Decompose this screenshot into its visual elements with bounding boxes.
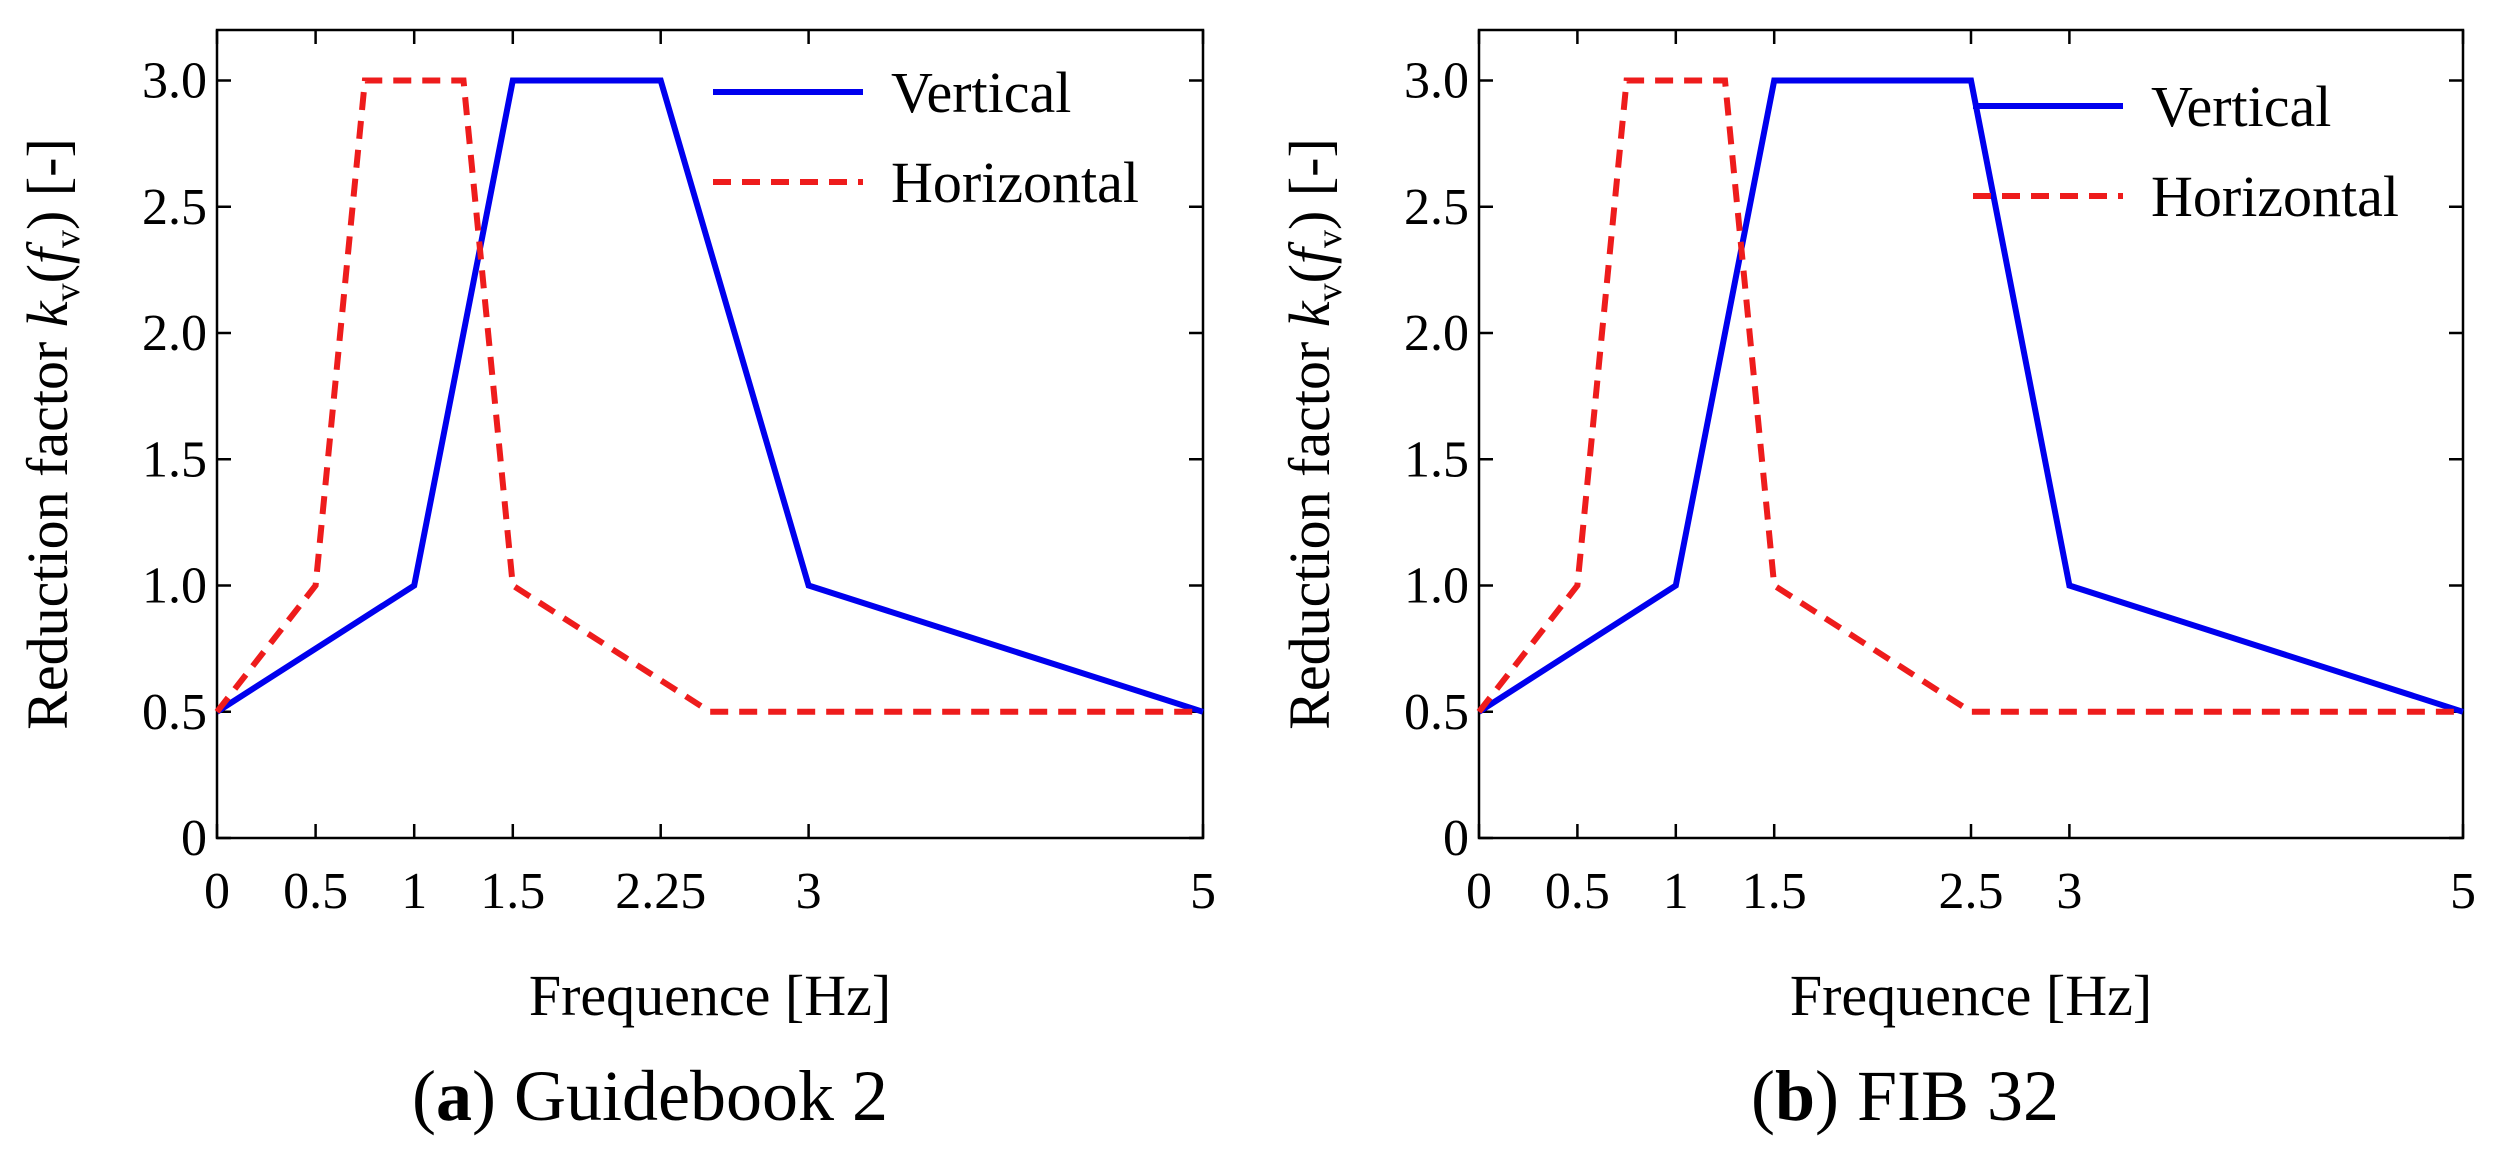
caption-paren-close: ) [472, 1056, 496, 1136]
x-tick-label: 3 [796, 863, 822, 920]
caption-paren-open: ( [412, 1056, 436, 1136]
caption-paren-open: ( [1751, 1056, 1775, 1136]
y-axis-label-ylabel-sub: v [47, 283, 87, 301]
y-axis-label-ylabel-arg-sub: v [1309, 230, 1349, 248]
y-tick-label: 3.0 [1404, 53, 1469, 110]
x-tick-label: 2.25 [615, 863, 706, 920]
caption-text: Guidebook 2 [496, 1056, 888, 1136]
caption-letter: a [436, 1056, 472, 1136]
y-tick-label: 0 [1443, 810, 1469, 867]
y-tick-label: 0 [181, 810, 207, 867]
x-tick-label: 3 [2056, 863, 2082, 920]
x-tick-label: 1.5 [1742, 863, 1807, 920]
x-tick-label: 0 [204, 863, 230, 920]
caption-letter: b [1775, 1056, 1815, 1136]
panel-caption: (a) Guidebook 2 [412, 1056, 888, 1136]
panel-caption: (b) FIB 32 [1751, 1056, 2059, 1136]
legend-label-horizontal: Horizontal [2151, 164, 2399, 229]
y-axis-label-ylabel-arg-open: ( [15, 264, 80, 283]
legend-label-vertical: Vertical [2151, 74, 2331, 139]
y-axis-label-ylabel: Reduction factor [15, 327, 80, 730]
x-axis-label: Frequence [Hz] [529, 963, 891, 1028]
series-line-vertical [215, 77, 1204, 715]
y-axis-label-k: k [1277, 300, 1342, 327]
x-tick-label: 0.5 [283, 863, 348, 920]
y-tick-label: 0.5 [142, 684, 207, 741]
y-axis-label-ylabel-arg-sub: v [47, 230, 87, 248]
series-line-horizontal [1476, 77, 2463, 715]
y-axis-label-ylabel-tail: ) [-] [15, 138, 80, 230]
y-tick-label: 1.0 [142, 558, 207, 615]
y-axis-label-ylabel-tail: ) [-] [1277, 138, 1342, 230]
caption-text: FIB 32 [1839, 1056, 2059, 1136]
y-tick-label: 0.5 [1404, 684, 1469, 741]
y-axis-label: Reduction factor kv(fv) [-] [1277, 138, 1349, 730]
legend-label-horizontal: Horizontal [891, 150, 1139, 215]
x-tick-label: 2.5 [1939, 863, 2004, 920]
x-tick-label: 5 [1190, 863, 1216, 920]
x-tick-label: 5 [2450, 863, 2476, 920]
x-tick-label: 1.5 [480, 863, 545, 920]
legend-label-vertical: Vertical [891, 60, 1071, 125]
y-tick-label: 1.5 [142, 431, 207, 488]
x-tick-label: 1 [401, 863, 427, 920]
y-tick-label: 3.0 [142, 53, 207, 110]
y-tick-label: 2.0 [142, 305, 207, 362]
x-tick-label: 0.5 [1545, 863, 1610, 920]
y-axis-label-ylabel-arg-open: ( [1277, 264, 1342, 283]
y-tick-label: 1.0 [1404, 558, 1469, 615]
x-tick-label: 1 [1663, 863, 1689, 920]
x-axis-label: Frequence [Hz] [1790, 963, 2152, 1028]
plot-area-frame [1477, 28, 2465, 840]
plot-area-frame [215, 28, 1205, 840]
y-tick-label: 2.5 [1404, 179, 1469, 236]
y-tick-label: 2.0 [1404, 305, 1469, 362]
x-tick-label: 0 [1466, 863, 1492, 920]
y-tick-label: 2.5 [142, 179, 207, 236]
series-line-horizontal [214, 77, 1203, 715]
series-line-vertical [1477, 77, 2464, 715]
y-tick-label: 1.5 [1404, 431, 1469, 488]
y-axis-label-ylabel: Reduction factor [1277, 327, 1342, 730]
y-axis-label-ylabel-sub: v [1309, 283, 1349, 301]
y-axis-label: Reduction factor kv(fv) [-] [15, 138, 87, 730]
caption-paren-close: ) [1815, 1056, 1839, 1136]
chart-panel-b: 0 0.5 1.0 1.5 2.0 2.5 3.0 0 0.5 1 1.5 2.5 3 5 Vertical… [1277, 28, 2476, 1136]
chart-panel-a: 0 0.5 1.0 1.5 2.0 2.5 3.0 0 0.5 1 1.5 2.25 3 5 Vertica… [15, 28, 1216, 1136]
y-axis-label-k: k [15, 300, 80, 327]
